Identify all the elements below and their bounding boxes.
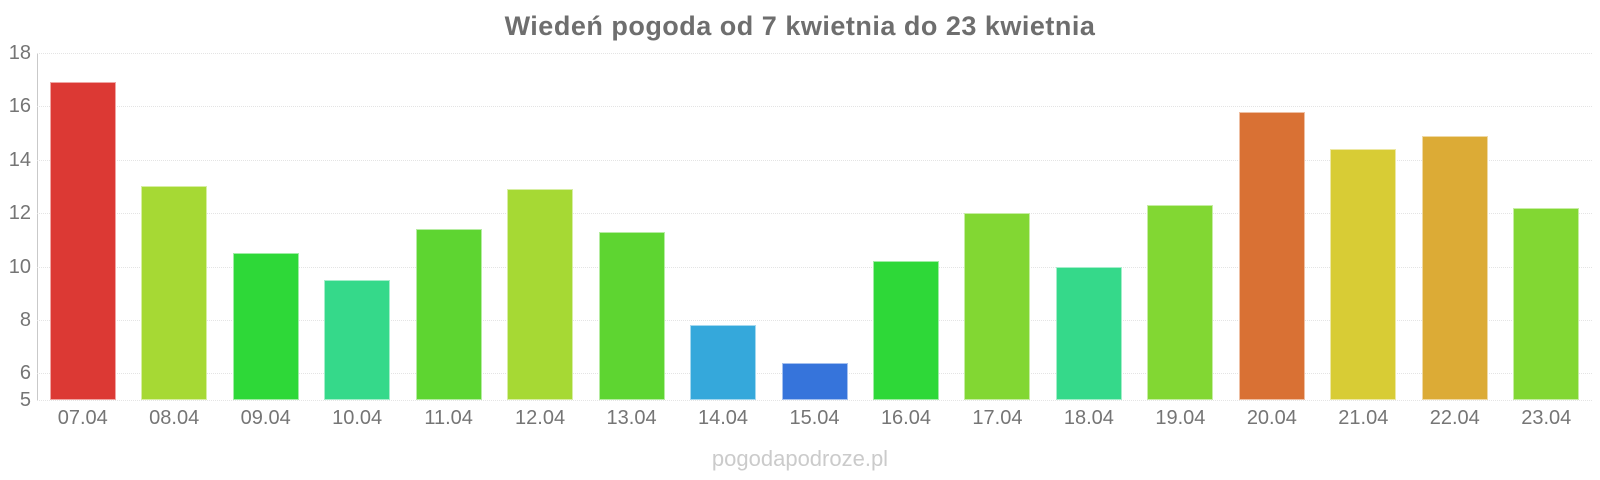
chart-bar-07.04[interactable]	[49, 82, 116, 400]
chart-bar-09.04[interactable]	[232, 253, 299, 400]
x-axis-label: 09.04	[240, 407, 291, 429]
watermark: pogodapodroze.pl	[711, 446, 889, 471]
grid-line	[37, 400, 1592, 401]
chart-bar-14.04[interactable]	[690, 325, 757, 400]
x-axis-label: 11.04	[424, 407, 473, 429]
y-tick-label: 5	[19, 389, 31, 411]
grid-line	[37, 106, 1592, 108]
y-tick-label: 14	[8, 148, 31, 171]
chart-bar-12.04[interactable]	[507, 189, 574, 400]
y-tick-label: 10	[8, 255, 31, 278]
chart-title: Wiedeń pogoda od 7 kwietnia do 23 kwietn…	[504, 11, 1096, 41]
chart-bar-19.04[interactable]	[1147, 205, 1214, 400]
chart-bar-16.04[interactable]	[872, 261, 939, 400]
chart-bar-18.04[interactable]	[1055, 266, 1122, 400]
grid-line	[37, 319, 1592, 321]
grid-line	[37, 266, 1592, 268]
x-axis-label: 19.04	[1155, 407, 1206, 429]
x-axis-label: 17.04	[972, 407, 1023, 429]
y-tick-label: 16	[8, 95, 31, 118]
y-tick-label: 18	[8, 42, 31, 64]
x-axis-label: 08.04	[149, 407, 200, 429]
chart-bar-13.04[interactable]	[598, 231, 665, 400]
chart-bar-15.04[interactable]	[781, 362, 848, 400]
chart-bar-11.04[interactable]	[415, 229, 482, 400]
x-axis-label: 18.04	[1063, 407, 1114, 429]
y-tick-label: 12	[8, 202, 31, 225]
x-axis-label: 16.04	[880, 407, 931, 429]
y-tick-label: 8	[19, 308, 31, 331]
chart-bar-22.04[interactable]	[1421, 135, 1488, 400]
grid-line	[37, 159, 1592, 161]
y-axis-line	[37, 53, 38, 400]
grid-line	[37, 213, 1592, 215]
x-axis-label: 23.04	[1521, 407, 1572, 429]
x-axis-label: 20.04	[1246, 407, 1297, 429]
chart-bar-23.04[interactable]	[1513, 207, 1580, 400]
x-axis-label: 21.04	[1338, 407, 1389, 429]
chart-bar-17.04[interactable]	[964, 213, 1031, 400]
chart-bar-21.04[interactable]	[1330, 149, 1397, 400]
x-axis-label: 10.04	[332, 407, 383, 429]
x-axis-label: 14.04	[697, 407, 749, 429]
x-axis-label: 15.04	[789, 407, 840, 429]
x-axis-label: 22.04	[1429, 407, 1480, 429]
chart-bar-20.04[interactable]	[1238, 111, 1305, 400]
plot-area: 18 16 14 12 10 8 6 5 07.04 08.04 09.04 10.04 11.04 12…	[9, 42, 1592, 429]
x-axis-label: 12.04	[515, 407, 566, 429]
x-axis-label: 07.04	[57, 407, 108, 429]
x-axis-label: 13.04	[606, 407, 657, 429]
chart-bar-08.04[interactable]	[141, 186, 208, 400]
grid-line	[37, 53, 1592, 54]
chart-bar-10.04[interactable]	[324, 279, 391, 400]
y-tick-label: 6	[19, 362, 31, 385]
